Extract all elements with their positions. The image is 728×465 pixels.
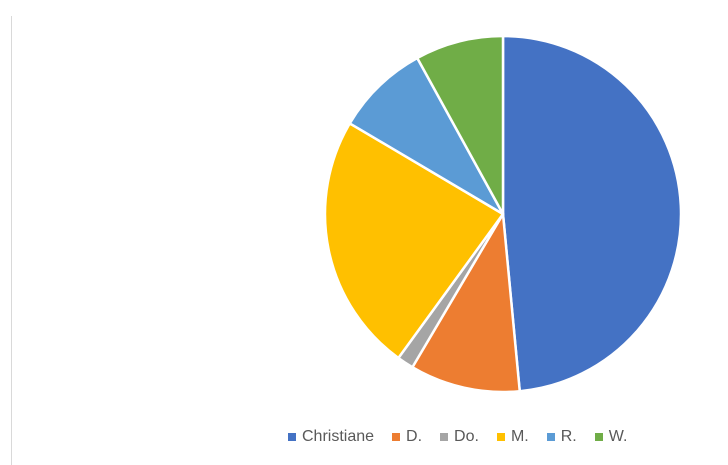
legend-swatch-christiane — [288, 433, 296, 441]
legend-item-do: Do. — [440, 428, 479, 446]
legend-label-w: W. — [608, 428, 628, 445]
legend-item-r: R. — [546, 428, 577, 446]
pie-slice-w — [416, 34, 505, 216]
legend-item-m: M. — [496, 428, 529, 446]
legend-item-christiane: Christiane — [288, 428, 374, 446]
legend-swatch-do — [440, 433, 449, 441]
pie-slice-r — [348, 56, 505, 216]
legend-label-do: Do. — [454, 428, 479, 445]
legend-label-m: M. — [510, 428, 529, 445]
legend: Christiane D. Do. M. R. W. — [288, 428, 627, 446]
legend-label-christiane: Christiane — [302, 428, 375, 445]
legend-swatch-d — [392, 433, 401, 441]
pie-slice-d — [411, 212, 521, 394]
legend-item-d: D. — [392, 428, 422, 446]
pie-slice-christiane — [501, 34, 683, 393]
legend-swatch-m — [496, 433, 505, 441]
legend-label-d: D. — [406, 428, 423, 445]
legend-item-w: W. — [594, 428, 628, 446]
pie-slice-m — [323, 122, 505, 360]
left-border-line — [11, 16, 12, 465]
legend-label-r: R. — [560, 428, 577, 445]
legend-swatch-w — [594, 433, 603, 441]
legend-swatch-r — [546, 433, 555, 441]
